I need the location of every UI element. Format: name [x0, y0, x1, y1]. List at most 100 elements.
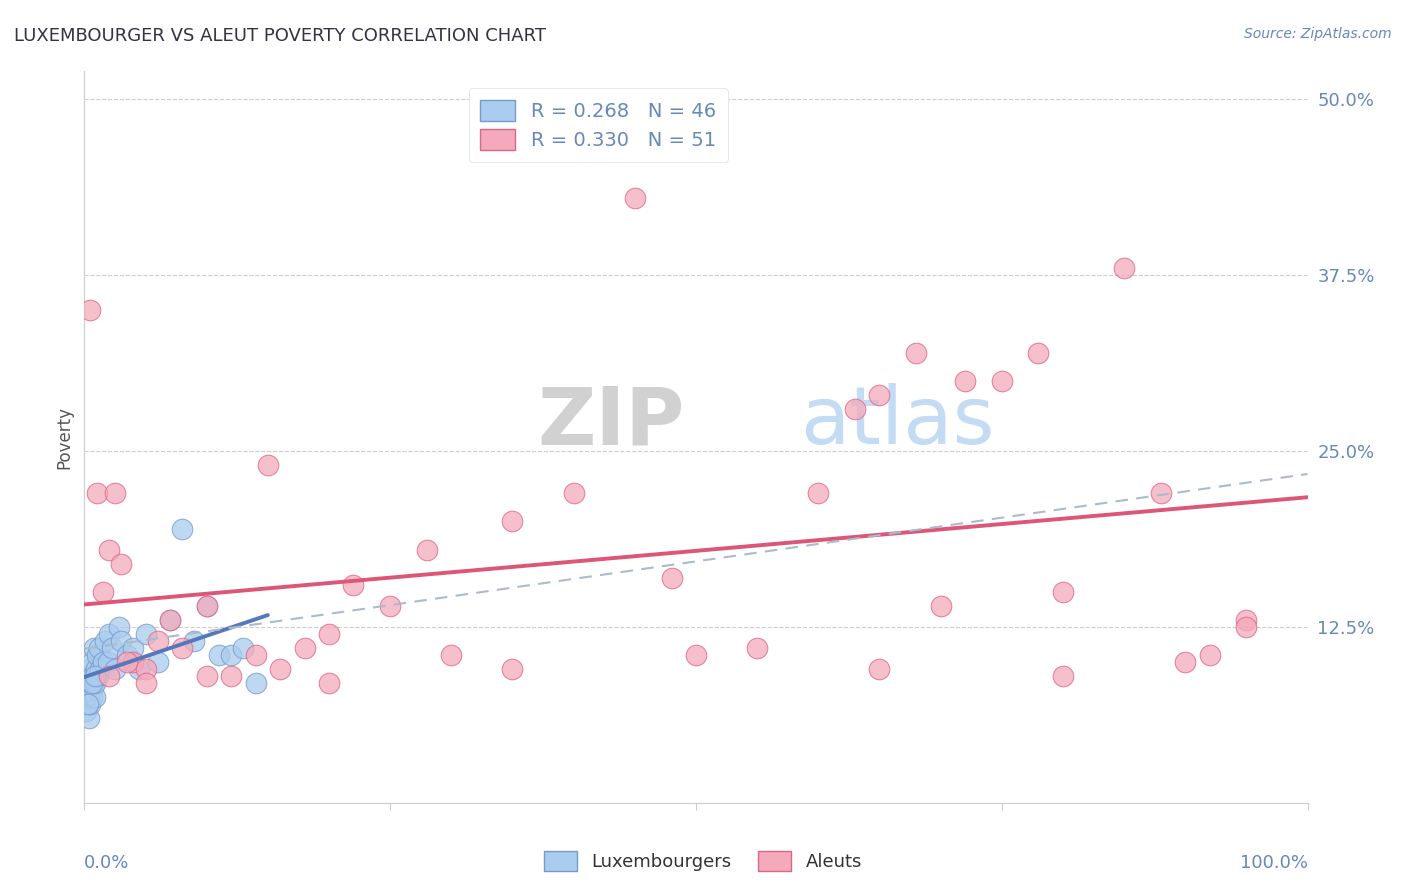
Point [502, 662, 524, 676]
Point [122, 641, 145, 656]
Point [294, 641, 316, 656]
Point [115, 648, 138, 662]
Point [807, 486, 830, 500]
Point [159, 613, 181, 627]
Point [84, 662, 107, 676]
Point [440, 648, 463, 662]
Point [747, 641, 769, 656]
Point [77, 711, 100, 725]
Point [1236, 613, 1258, 627]
Point [195, 669, 218, 683]
Point [318, 676, 340, 690]
Point [183, 634, 205, 648]
Point [869, 662, 891, 676]
Point [195, 599, 218, 613]
Point [110, 634, 132, 648]
Point [172, 641, 194, 656]
Point [79, 698, 101, 712]
Point [905, 345, 928, 359]
Point [135, 662, 157, 676]
Point [87, 669, 110, 683]
Point [146, 634, 169, 648]
Point [991, 374, 1014, 388]
Point [135, 676, 157, 690]
Point [82, 669, 104, 683]
Point [86, 486, 108, 500]
Point [110, 557, 132, 571]
Point [135, 627, 157, 641]
Point [104, 486, 127, 500]
Point [1028, 345, 1050, 359]
Point [502, 515, 524, 529]
Point [1174, 655, 1197, 669]
Legend: Luxembourgers, Aleuts: Luxembourgers, Aleuts [537, 844, 869, 879]
Point [80, 655, 103, 669]
Point [219, 648, 242, 662]
Point [97, 627, 120, 641]
Text: atlas: atlas [800, 384, 994, 461]
Point [91, 655, 114, 669]
Point [232, 641, 254, 656]
Point [1052, 584, 1074, 599]
Point [269, 662, 291, 676]
Point [122, 655, 145, 669]
Point [77, 698, 100, 712]
Point [661, 571, 683, 585]
Point [1150, 486, 1173, 500]
Y-axis label: Poverty: Poverty [55, 406, 73, 468]
Point [128, 662, 150, 676]
Point [245, 648, 267, 662]
Point [172, 521, 194, 535]
Point [1114, 261, 1136, 276]
Text: Source: ZipAtlas.com: Source: ZipAtlas.com [1244, 27, 1392, 41]
Point [685, 648, 707, 662]
Point [97, 669, 120, 683]
Point [84, 676, 107, 690]
Point [91, 584, 114, 599]
Text: LUXEMBOURGER VS ALEUT POVERTY CORRELATION CHART: LUXEMBOURGER VS ALEUT POVERTY CORRELATIO… [14, 27, 546, 45]
Point [195, 599, 218, 613]
Point [257, 458, 280, 473]
Point [953, 374, 976, 388]
Point [107, 620, 129, 634]
Text: ZIP: ZIP [537, 384, 685, 461]
Point [416, 542, 439, 557]
Point [245, 676, 267, 690]
Point [75, 705, 97, 719]
Point [83, 676, 105, 690]
Point [87, 641, 110, 656]
Point [76, 683, 98, 698]
Point [89, 662, 111, 676]
Point [1052, 669, 1074, 683]
Point [159, 613, 181, 627]
Point [83, 641, 105, 656]
Point [101, 641, 124, 656]
Point [342, 578, 364, 592]
Point [79, 662, 101, 676]
Text: 0.0%: 0.0% [84, 854, 129, 872]
Point [562, 486, 585, 500]
Point [97, 655, 120, 669]
Point [79, 303, 101, 318]
Point [318, 627, 340, 641]
Point [77, 676, 100, 690]
Text: 100.0%: 100.0% [1240, 854, 1308, 872]
Point [83, 690, 105, 705]
Point [1236, 620, 1258, 634]
Point [97, 542, 120, 557]
Point [869, 388, 891, 402]
Point [844, 401, 866, 416]
Point [80, 683, 103, 698]
Point [146, 655, 169, 669]
Point [1198, 648, 1220, 662]
Point [929, 599, 952, 613]
Point [77, 669, 100, 683]
Point [84, 669, 107, 683]
Point [82, 690, 104, 705]
Point [76, 690, 98, 705]
Legend: R = 0.268   N = 46, R = 0.330   N = 51: R = 0.268 N = 46, R = 0.330 N = 51 [468, 88, 728, 161]
Point [94, 634, 117, 648]
Point [624, 191, 647, 205]
Point [380, 599, 402, 613]
Point [86, 648, 108, 662]
